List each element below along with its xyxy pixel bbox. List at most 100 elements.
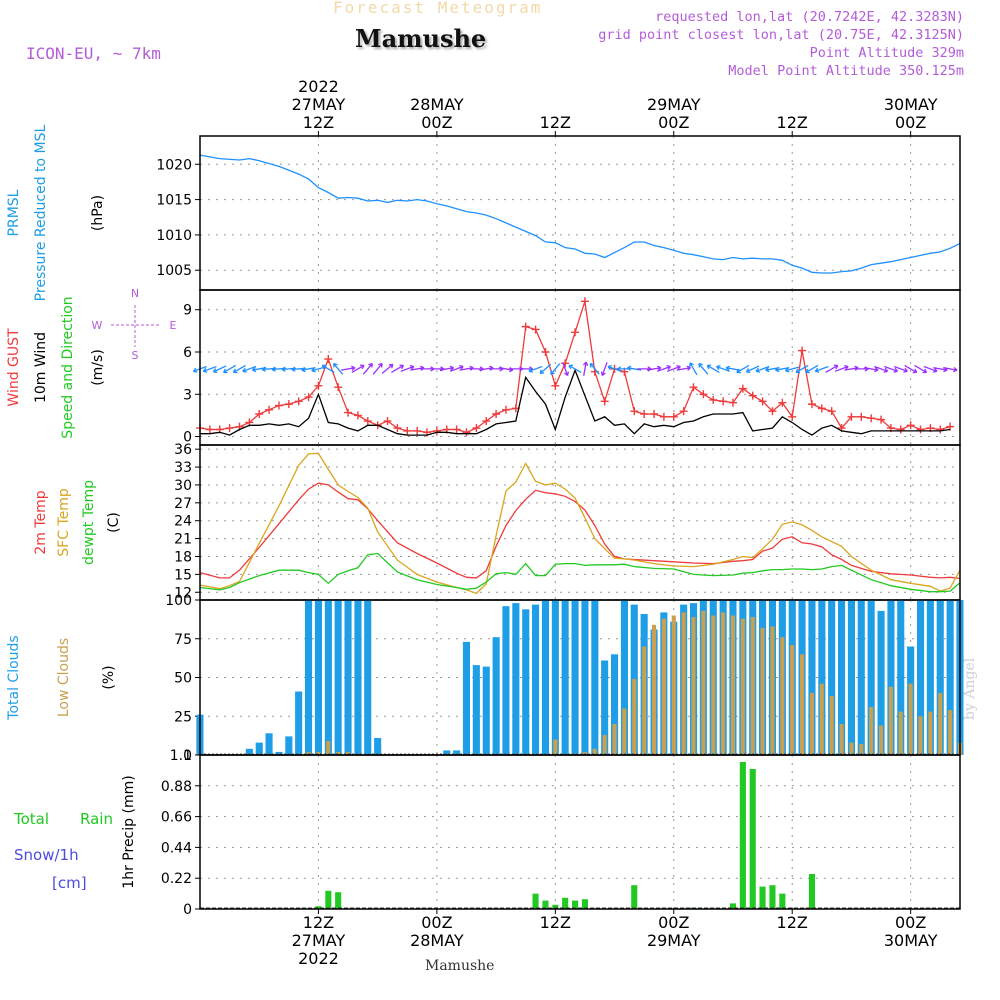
wind-vector (647, 365, 662, 371)
wind-vector (745, 365, 760, 374)
gust-marker (580, 297, 589, 306)
wind-vector (874, 365, 889, 373)
bar (295, 691, 303, 755)
bar (897, 600, 905, 755)
wind-vector (864, 366, 879, 373)
y-axis-label: Wind GUST (6, 328, 22, 407)
gust-marker (521, 322, 530, 331)
gust-marker (669, 412, 678, 421)
wind-vector (351, 364, 365, 373)
gust-marker (294, 397, 303, 406)
y-tick-label: 12 (174, 585, 192, 601)
bar (918, 716, 923, 756)
bottom-time-label: 2022 (298, 949, 339, 968)
bar (314, 600, 322, 755)
panel-precipitation: 0 0.22 0.44 0.66 0.88 1.1 1hr Precip (mm) Total… (13, 748, 961, 918)
gust-marker (728, 398, 737, 407)
bottom-time-label: 28MAY (410, 931, 464, 950)
y-tick-label: 6 (183, 345, 192, 361)
y-tick-label: 33 (174, 460, 192, 476)
bar (316, 751, 321, 755)
bar (443, 750, 451, 755)
gust-marker (541, 348, 550, 356)
gust-marker (758, 397, 767, 406)
wind-vector (212, 365, 227, 374)
bar (324, 600, 332, 755)
bar (492, 637, 500, 755)
bar (453, 750, 461, 755)
bar (809, 693, 814, 755)
gust-marker (807, 400, 816, 409)
top-time-label: 29MAY (647, 95, 701, 114)
panel-wind: 0 3 6 9 Wind GUST 10m Wind Speed and Direction… (6, 287, 961, 446)
y-axis-label: dewpt Temp (81, 480, 97, 565)
bar (502, 606, 510, 755)
wind-vector (814, 365, 829, 373)
gust-marker (946, 422, 955, 431)
bar (592, 748, 597, 755)
gust-marker (501, 405, 510, 414)
wind-vector (657, 365, 671, 372)
bar (760, 627, 765, 755)
wind-vector (914, 364, 928, 374)
bar (542, 900, 549, 909)
compass-e: E (170, 319, 177, 332)
gust-marker (363, 417, 372, 426)
gust-marker (679, 407, 688, 416)
wind-vector (943, 366, 958, 373)
gust-marker (817, 404, 826, 413)
wind-vector (904, 364, 918, 374)
bar (938, 693, 943, 755)
bar (749, 769, 756, 909)
panel-frame (199, 135, 961, 291)
gust-marker (531, 325, 540, 334)
bar (780, 637, 785, 755)
gust-marker (867, 414, 876, 423)
top-time-label: 12Z (540, 113, 571, 132)
y-tick-label: 36 (174, 442, 192, 458)
gust-marker (659, 412, 668, 421)
wind-vector (400, 365, 415, 372)
bar (374, 738, 382, 755)
bar (917, 600, 925, 755)
wind-vector (568, 364, 582, 373)
bar (541, 600, 549, 755)
bar (829, 696, 834, 755)
y-axis-label: SFC Temp (56, 488, 72, 557)
gust-marker (393, 424, 402, 433)
gust-marker (561, 359, 570, 368)
series-line (199, 482, 961, 580)
wind-vector (391, 364, 405, 373)
gust-marker (847, 412, 856, 421)
gust-marker (719, 397, 728, 406)
wind-vector (439, 365, 455, 371)
bar (750, 617, 755, 755)
y-tick-label: 3 (183, 387, 192, 403)
gust-marker (205, 425, 214, 434)
bar (828, 600, 836, 755)
wind-vector (736, 364, 750, 374)
gust-marker (778, 398, 787, 407)
wind-vector (528, 365, 543, 373)
wind-vector (372, 362, 383, 375)
y-axis-label: Pressure Reduced to MSL (33, 124, 49, 301)
gust-marker (403, 426, 412, 435)
bar (721, 612, 726, 755)
gust-marker (284, 400, 293, 409)
y-tick-label: 100 (165, 593, 192, 609)
point-altitude: Point Altitude 329m (809, 45, 964, 61)
gust-marker (906, 421, 915, 430)
wind-vector (539, 363, 552, 375)
gust-marker (225, 424, 234, 433)
bar (334, 600, 342, 755)
y-tick-label: 0 (183, 430, 192, 446)
bottom-time-label: 12Z (303, 913, 334, 932)
bar (552, 904, 559, 909)
gust-marker (462, 428, 471, 437)
side-label-unit: [cm] (52, 874, 87, 892)
bar (346, 751, 351, 755)
panel-pressure: 1005 1010 1015 1020 PRMSL Pressure Reduced to… (6, 124, 961, 301)
wind-vector (333, 362, 344, 375)
bar (730, 615, 735, 755)
